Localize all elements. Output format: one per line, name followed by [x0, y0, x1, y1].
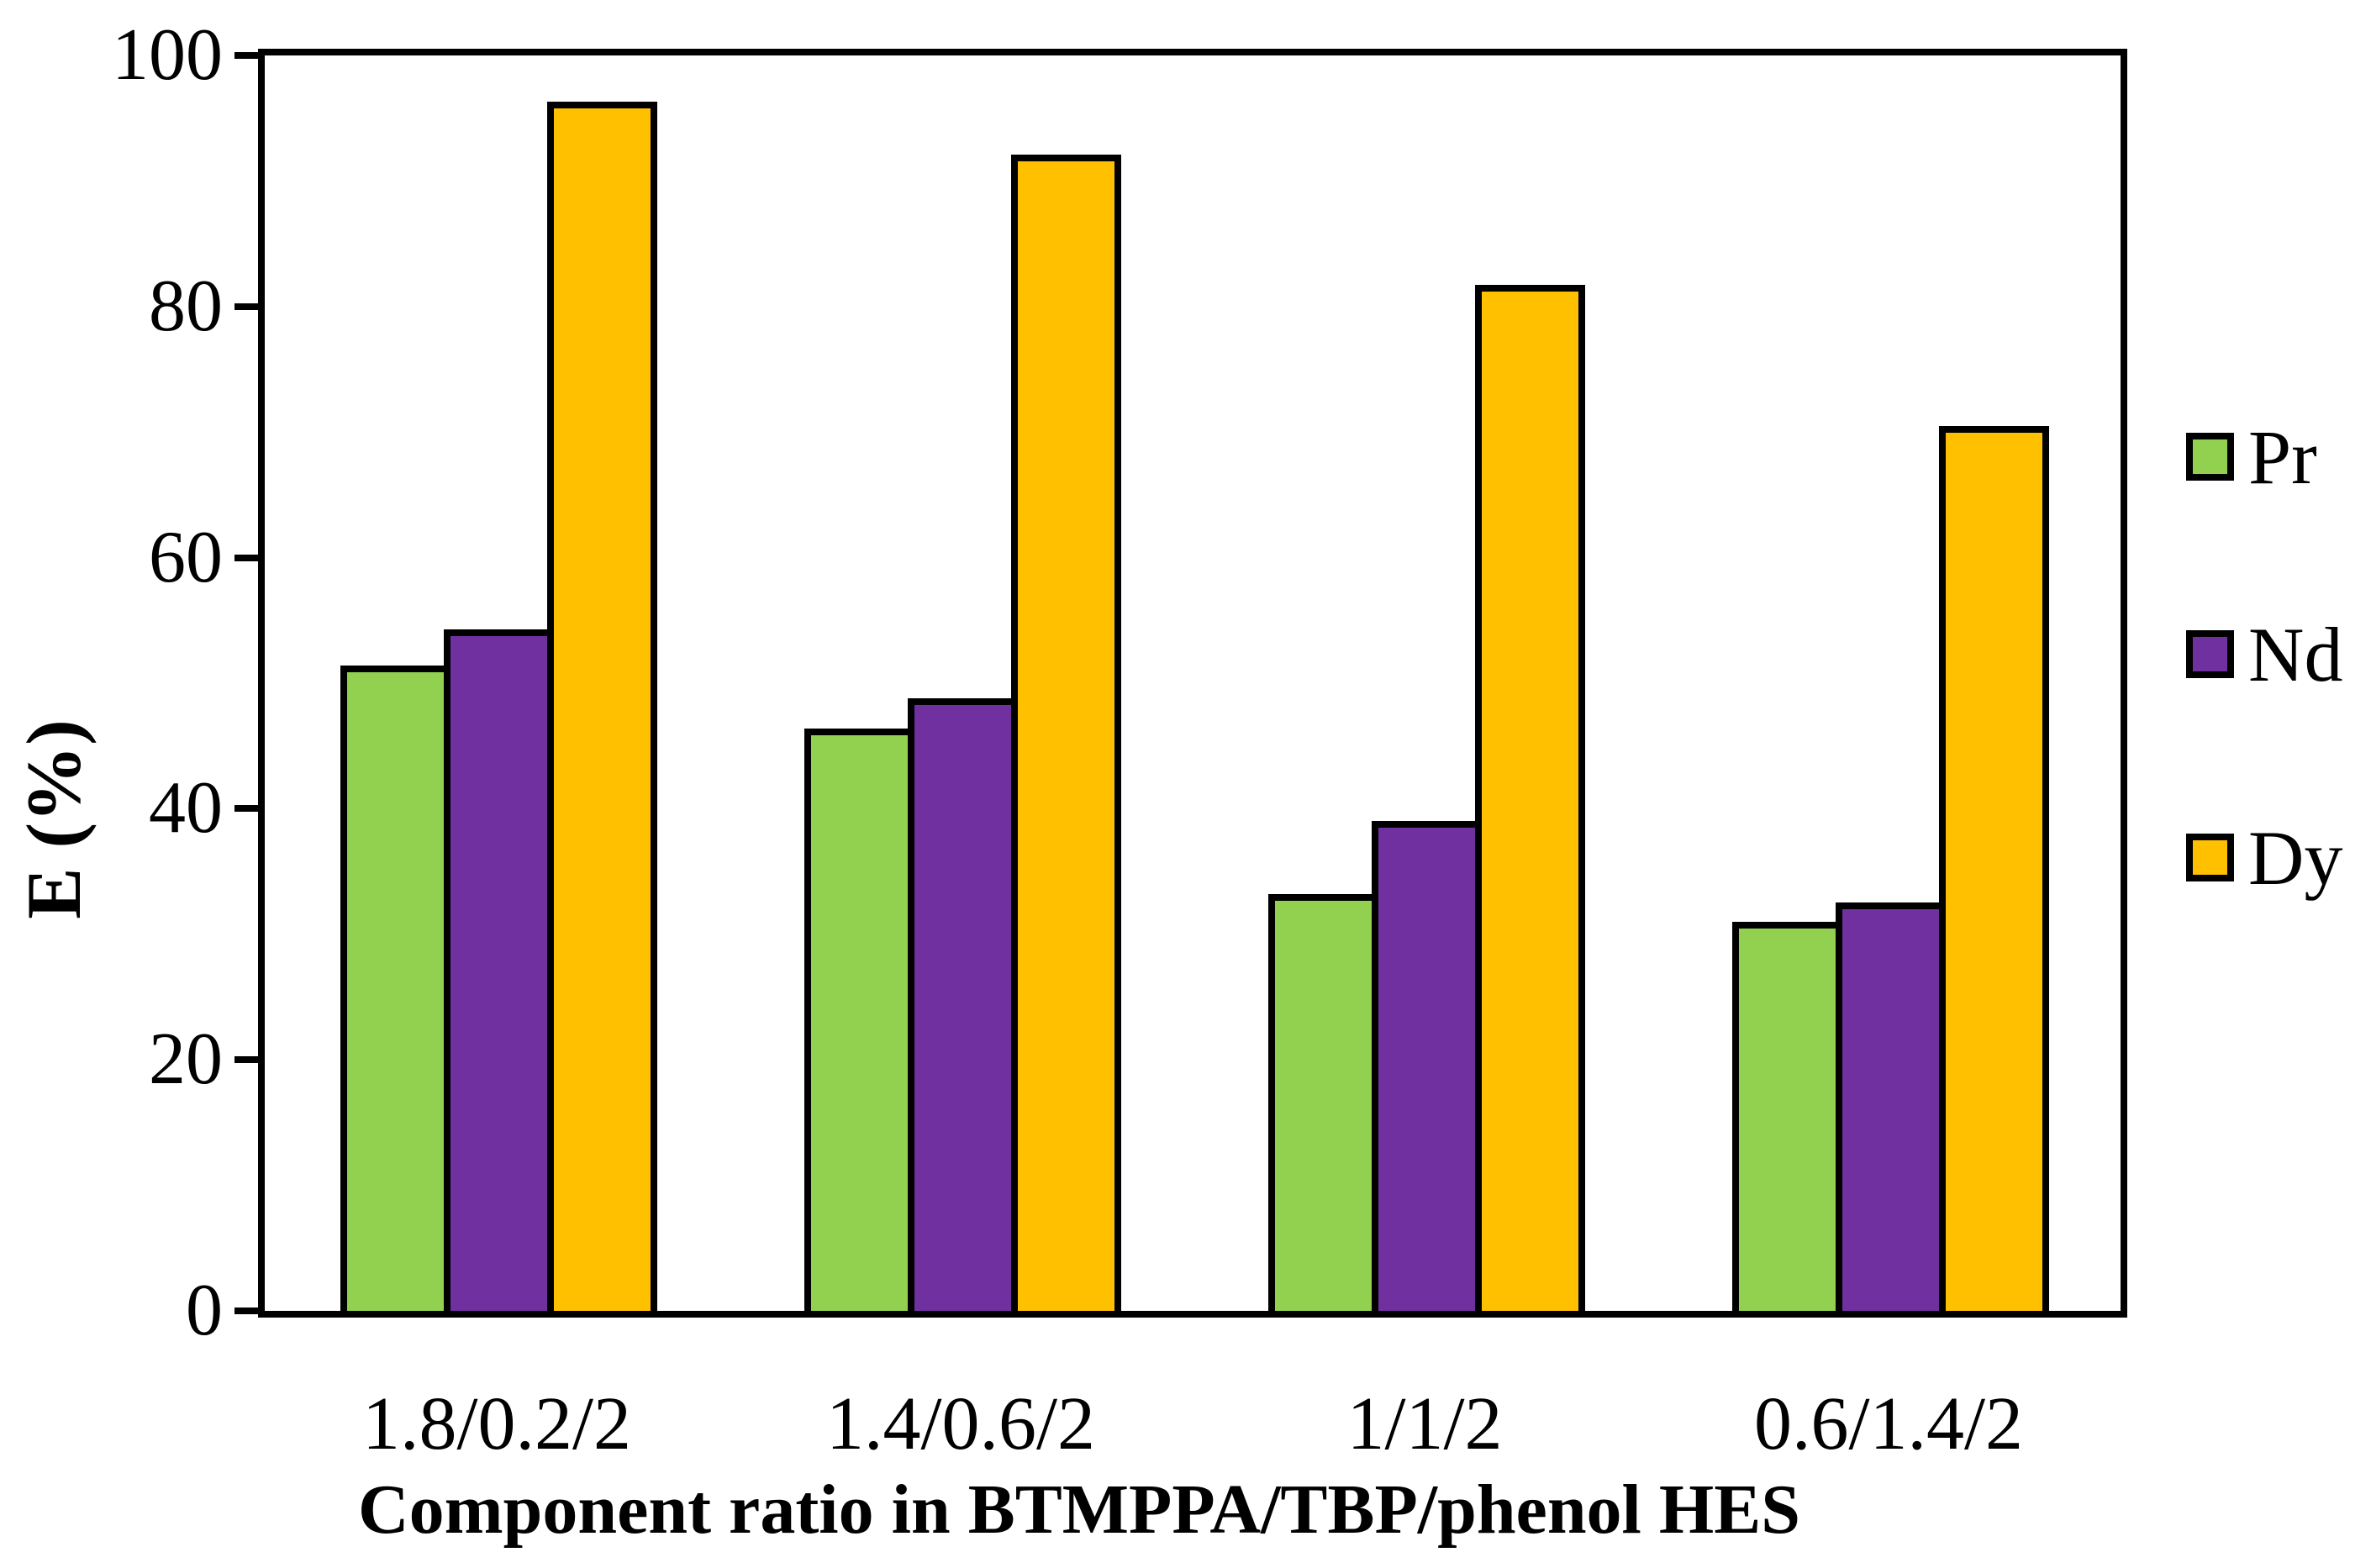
- bar-pr-1.4/0.6/2: [804, 729, 914, 1318]
- bar-dy-1/1/2: [1475, 285, 1585, 1318]
- y-tick-20: [234, 1056, 258, 1064]
- x-category-label-1.4/0.6/2: 1.4/0.6/2: [825, 1382, 1095, 1465]
- bar-dy-1.8/0.2/2: [547, 102, 657, 1318]
- bar-pr-1/1/2: [1268, 894, 1378, 1318]
- bar-nd-1.8/0.2/2: [444, 629, 554, 1318]
- y-tick-label-100: 100: [112, 14, 223, 96]
- bar-dy-0.6/1.4/2: [1939, 426, 2049, 1318]
- y-tick-0: [234, 1308, 258, 1314]
- y-tick-label-0: 0: [186, 1270, 223, 1351]
- legend-swatch-pr: [2186, 433, 2234, 481]
- x-category-label-0.6/1.4/2: 0.6/1.4/2: [1753, 1382, 2023, 1465]
- legend-label-pr: Pr: [2248, 413, 2317, 500]
- y-tick-label-40: 40: [149, 767, 223, 850]
- bar-pr-1.8/0.2/2: [340, 666, 450, 1318]
- x-category-label-1.8/0.2/2: 1.8/0.2/2: [361, 1382, 631, 1465]
- bar-pr-0.6/1.4/2: [1732, 922, 1842, 1318]
- plot-area: [258, 49, 2127, 1318]
- legend-label-nd: Nd: [2248, 611, 2343, 697]
- bar-nd-1/1/2: [1372, 821, 1482, 1318]
- bar-nd-0.6/1.4/2: [1836, 902, 1946, 1318]
- y-axis-title: E (%): [11, 719, 97, 919]
- legend-swatch-dy: [2186, 834, 2234, 881]
- y-tick-label-80: 80: [149, 265, 223, 347]
- y-tick-80: [234, 303, 258, 310]
- legend-swatch-nd: [2186, 630, 2234, 678]
- y-tick-label-20: 20: [149, 1018, 223, 1101]
- y-tick-40: [234, 805, 258, 813]
- bar-dy-1.4/0.6/2: [1011, 155, 1121, 1318]
- x-category-label-1/1/2: 1/1/2: [1346, 1382, 1503, 1465]
- x-axis-title: Component ratio in BTMPPA/TBP/phenol HES: [358, 1471, 1800, 1549]
- y-tick-60: [234, 554, 258, 561]
- y-tick-100: [234, 52, 258, 59]
- bar-nd-1.4/0.6/2: [908, 698, 1018, 1318]
- y-tick-label-60: 60: [149, 516, 223, 598]
- legend-label-dy: Dy: [2248, 814, 2343, 901]
